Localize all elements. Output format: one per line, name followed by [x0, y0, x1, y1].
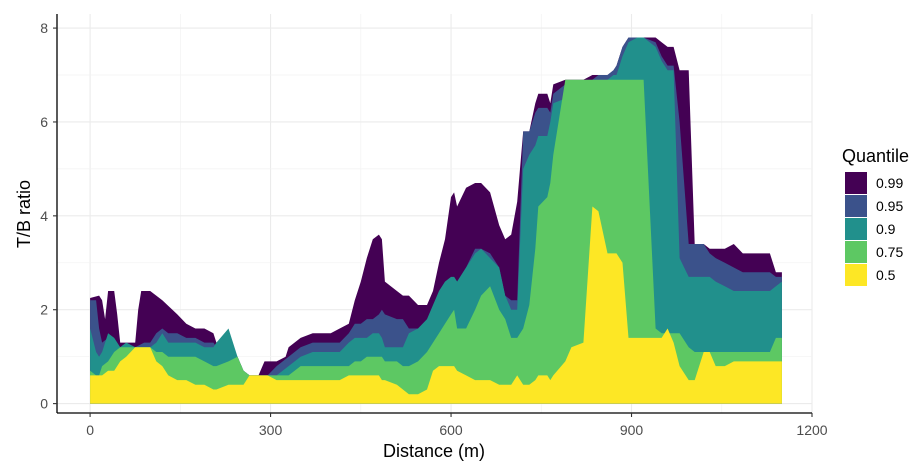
- x-tick-label: 900: [620, 422, 644, 438]
- axis-ticks: 0 300 600 900 1200 0 2 4 6 8: [40, 20, 828, 438]
- x-tick-label: 600: [439, 422, 463, 438]
- legend-label: 0.9: [876, 221, 896, 237]
- y-tick-label: 8: [40, 20, 48, 36]
- y-tick-label: 4: [40, 208, 48, 224]
- legend-swatch: [845, 218, 867, 240]
- legend: Quantile 0.99 0.95 0.9 0.75 0.5: [842, 146, 909, 286]
- x-tick-label: 0: [86, 422, 94, 438]
- y-axis-title: T/B ratio: [14, 180, 34, 248]
- legend-label: 0.99: [876, 175, 903, 191]
- y-tick-label: 6: [40, 114, 48, 130]
- x-axis-title: Distance (m): [383, 441, 485, 461]
- legend-label: 0.95: [876, 198, 903, 214]
- legend-title: Quantile: [842, 146, 909, 166]
- legend-label: 0.75: [876, 244, 903, 260]
- area-series: [90, 37, 782, 404]
- x-tick-label: 1200: [796, 422, 827, 438]
- legend-swatch: [845, 241, 867, 263]
- legend-swatch: [845, 172, 867, 194]
- legend-swatch: [845, 195, 867, 217]
- y-tick-label: 0: [40, 396, 48, 412]
- area-series-q05: [90, 206, 782, 404]
- legend-swatch: [845, 264, 867, 286]
- x-tick-label: 300: [259, 422, 283, 438]
- legend-label: 0.5: [876, 267, 896, 283]
- y-tick-label: 2: [40, 302, 48, 318]
